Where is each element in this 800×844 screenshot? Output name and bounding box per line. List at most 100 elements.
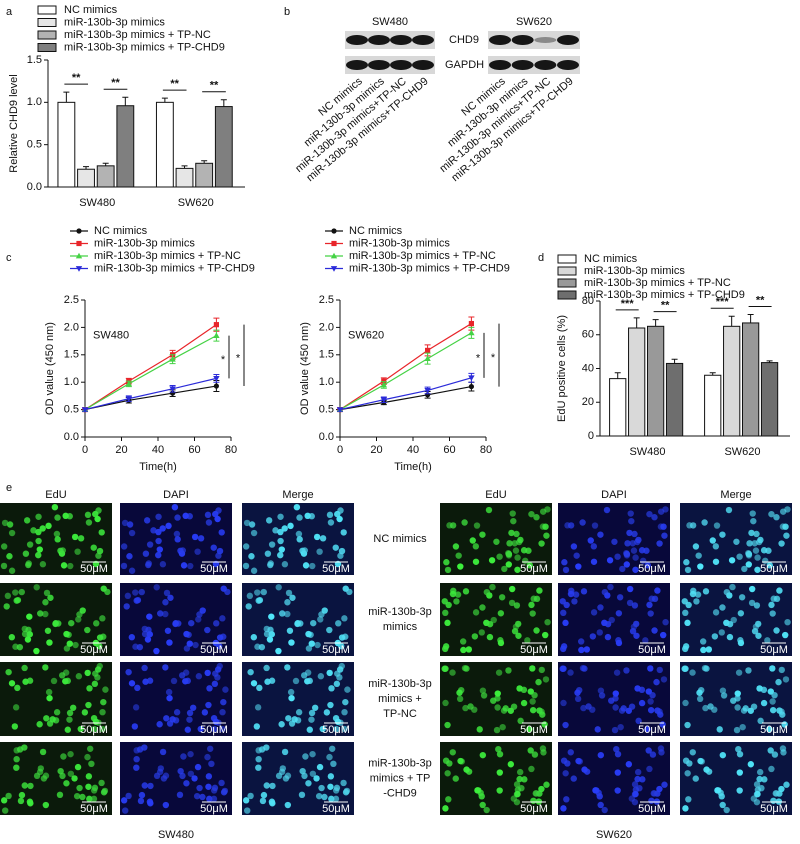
- cell-nucleus: [36, 721, 43, 728]
- cell-nucleus: [559, 598, 566, 605]
- legend-swatch: [37, 5, 57, 15]
- scale-bar-label: 50μM: [520, 724, 548, 736]
- cell-nucleus: [173, 709, 181, 716]
- cell-nucleus: [589, 633, 597, 640]
- cell-nucleus: [697, 757, 704, 765]
- cell-nucleus: [0, 797, 8, 804]
- cell-nucleus: [533, 514, 540, 521]
- cell-nucleus: [162, 610, 169, 618]
- cell-nucleus: [295, 530, 303, 538]
- cell-nucleus: [163, 715, 170, 722]
- cell-nucleus: [309, 770, 317, 777]
- channel-label: DAPI: [601, 489, 627, 501]
- cell-nucleus: [719, 801, 726, 809]
- x-axis-label: Time(h): [139, 461, 176, 473]
- cell-nucleus: [47, 594, 54, 601]
- cell-nucleus: [575, 757, 582, 765]
- cell-nucleus: [748, 599, 756, 607]
- cell-nucleus: [561, 559, 568, 566]
- cell-nucleus: [768, 601, 775, 609]
- cell-nucleus: [323, 709, 331, 716]
- cell-nucleus: [559, 645, 567, 653]
- y-tick-label: 0.0: [64, 431, 79, 443]
- cell-nucleus: [543, 532, 550, 539]
- cell-nucleus: [444, 770, 451, 777]
- x-tick-label: 20: [370, 444, 382, 456]
- cell-nucleus: [281, 525, 288, 532]
- blot-band: [557, 60, 579, 70]
- blot-band: [346, 60, 368, 70]
- error-bar: [766, 360, 773, 363]
- cell-nucleus: [8, 634, 16, 641]
- cell-nucleus: [592, 787, 599, 794]
- cell-nucleus: [577, 638, 585, 645]
- cell-nucleus: [293, 503, 301, 511]
- cell-nucleus: [27, 800, 34, 807]
- cell-nucleus: [126, 521, 134, 528]
- cell-nucleus: [90, 787, 98, 794]
- cell-nucleus: [144, 636, 152, 643]
- legend-label: miR-130b-3p mimics + TP-CHD9: [584, 289, 745, 301]
- cell-nucleus: [0, 562, 8, 570]
- x-tick-label: 20: [115, 444, 127, 456]
- cell-nucleus: [635, 717, 642, 725]
- cell-nucleus: [53, 709, 61, 716]
- marker: [336, 407, 344, 413]
- cell-nucleus: [346, 588, 353, 596]
- cell-nucleus: [208, 760, 215, 768]
- cell-nucleus: [773, 627, 780, 634]
- cell-nucleus: [26, 541, 34, 548]
- cell-nucleus: [219, 708, 226, 716]
- y-axis-label: OD value (450 nm): [299, 322, 311, 415]
- cell-nucleus: [689, 669, 696, 676]
- cell-nucleus: [613, 745, 620, 753]
- cell-nucleus: [508, 529, 515, 537]
- cell-nucleus: [250, 634, 258, 641]
- cell-nucleus: [42, 610, 49, 618]
- cell-nucleus: [66, 640, 73, 647]
- cell-nucleus: [769, 698, 776, 705]
- cell-nucleus: [195, 673, 203, 680]
- cell-nucleus: [746, 540, 753, 547]
- x-tick-label: 80: [480, 444, 492, 456]
- cell-nucleus: [159, 561, 167, 568]
- cell-nucleus: [137, 797, 145, 805]
- cell-nucleus: [45, 688, 53, 696]
- cell-nucleus: [74, 763, 82, 771]
- scale-bar-label: 50μM: [200, 724, 228, 736]
- condition-label: miR-130b-3p: [368, 678, 432, 690]
- cell-nucleus: [540, 749, 547, 756]
- bar: [704, 374, 722, 437]
- bar: [665, 362, 684, 437]
- marker: [380, 381, 387, 388]
- cell-nucleus: [707, 703, 714, 710]
- cell-nucleus: [725, 506, 733, 514]
- cell-nucleus: [36, 768, 44, 776]
- cell-nucleus: [187, 750, 194, 758]
- cell-nucleus: [601, 806, 608, 814]
- cell-nucleus: [607, 583, 614, 591]
- cell-nucleus: [317, 673, 325, 680]
- cell-nucleus: [326, 753, 333, 761]
- cell-nucleus: [85, 701, 92, 709]
- cell-nucleus: [267, 560, 274, 567]
- cell-nucleus: [278, 768, 286, 776]
- cell-nucleus: [442, 609, 449, 617]
- cell-nucleus: [86, 795, 93, 803]
- significance-label: **: [661, 299, 670, 311]
- cell-nucleus: [132, 589, 139, 596]
- cell-nucleus: [539, 711, 546, 718]
- cell-nucleus: [505, 549, 512, 557]
- cell-nucleus: [570, 543, 578, 550]
- cell-nucleus: [16, 643, 24, 651]
- blot-protein: CHD9: [449, 34, 479, 46]
- cell-nucleus: [201, 709, 209, 716]
- cell-nucleus: [757, 717, 764, 725]
- cell-nucleus: [594, 726, 601, 733]
- cell-nucleus: [278, 610, 286, 617]
- cell-nucleus: [614, 769, 621, 776]
- marker: [331, 240, 337, 247]
- cell-nucleus: [514, 554, 521, 561]
- cell-nucleus: [775, 678, 782, 686]
- cell-nucleus: [292, 677, 300, 685]
